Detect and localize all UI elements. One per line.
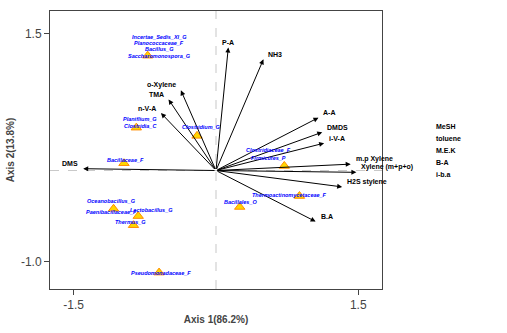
svg-text:n-V-A: n-V-A [138,105,156,112]
svg-text:NH3: NH3 [268,51,282,58]
svg-text:Bacillaceae_F: Bacillaceae_F [107,157,144,163]
svg-text:Thermoactinomycetaceae_F: Thermoactinomycetaceae_F [252,192,327,198]
svg-text:M.E.K: M.E.K [436,147,455,154]
svg-text:Planococcaceae_F: Planococcaceae_F [134,40,184,46]
svg-text:Incertae_Sedis_XI_G: Incertae_Sedis_XI_G [132,34,187,40]
svg-text:Thermus_G: Thermus_G [115,219,146,225]
svg-text:Axis 1(86.2%): Axis 1(86.2%) [184,314,248,325]
svg-text:P-A: P-A [222,39,234,46]
svg-text:Clostridia_C: Clostridia_C [124,123,157,129]
svg-text:toluene: toluene [436,135,461,142]
svg-text:Xylene (m+p+o): Xylene (m+p+o) [361,163,413,171]
svg-text:Paenibacillaceae_F: Paenibacillaceae_F [86,209,137,215]
svg-text:A-A: A-A [323,109,335,116]
svg-text:-1.5: -1.5 [63,298,84,312]
svg-text:H2S stylene: H2S stylene [347,178,387,186]
svg-text:m.p Xylene: m.p Xylene [356,155,393,163]
svg-text:Bacillus_G: Bacillus_G [145,46,174,52]
svg-text:DMDS: DMDS [327,124,348,131]
svg-text:Oceanobacillus_G: Oceanobacillus_G [87,198,136,204]
svg-text:B-A: B-A [436,159,448,166]
svg-text:Lactobacillus_G: Lactobacillus_G [130,207,173,213]
svg-text:TMA: TMA [149,91,164,98]
svg-text:1.5: 1.5 [25,27,42,41]
svg-text:Clostridiaceae_F: Clostridiaceae_F [246,147,291,153]
svg-text:1.5: 1.5 [350,298,367,312]
svg-text:B.A: B.A [321,213,333,220]
svg-text:Firmicutes_P: Firmicutes_P [251,155,286,161]
svg-text:i-V-A: i-V-A [329,135,345,142]
svg-text:Clostridium_G: Clostridium_G [182,124,221,130]
svg-text:o-Xylene: o-Xylene [147,81,176,89]
svg-text:DMS: DMS [62,160,78,167]
svg-text:Bacillales_O: Bacillales_O [224,199,257,205]
svg-text:MeSH: MeSH [436,123,455,130]
svg-text:Saccharomonospora_G: Saccharomonospora_G [128,53,191,59]
svg-text:Pseudomonadaceae_F: Pseudomonadaceae_F [131,270,191,276]
svg-text:Axis 2(13.8%): Axis 2(13.8%) [5,118,16,182]
svg-text:-1.0: -1.0 [21,255,42,269]
svg-text:i-b.a: i-b.a [436,171,450,178]
svg-text:Planiflium_G: Planiflium_G [123,116,157,122]
